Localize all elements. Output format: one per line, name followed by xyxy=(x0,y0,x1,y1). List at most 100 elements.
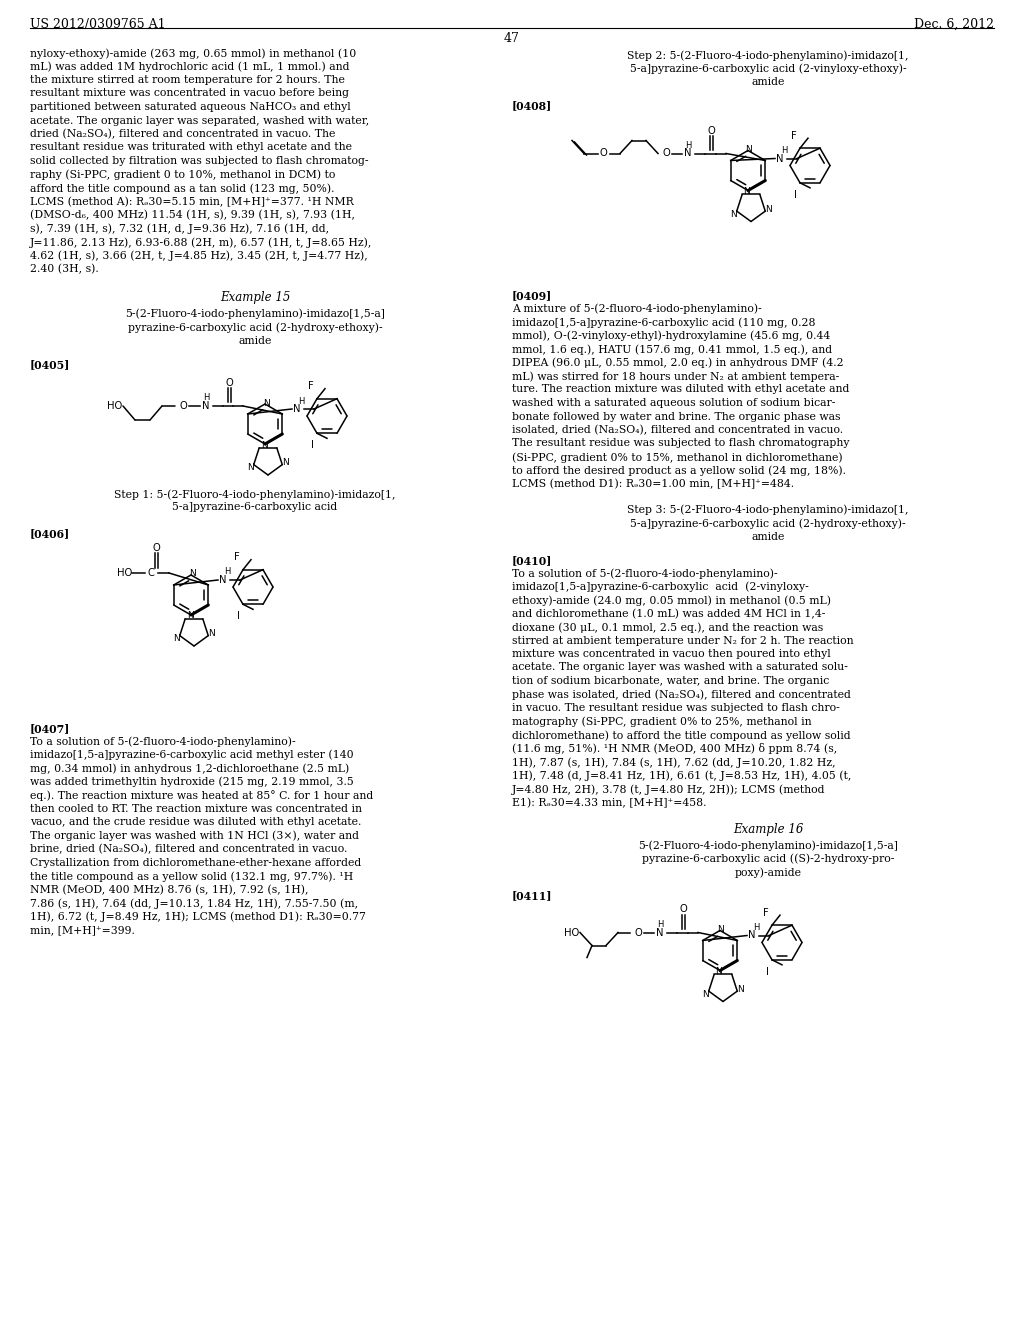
Text: resultant residue was triturated with ethyl acetate and the: resultant residue was triturated with et… xyxy=(30,143,352,153)
Text: pyrazine-6-carboxylic acid (2-hydroxy-ethoxy)-: pyrazine-6-carboxylic acid (2-hydroxy-et… xyxy=(128,322,382,333)
Text: H: H xyxy=(203,393,209,403)
Text: was added trimethyltin hydroxide (215 mg, 2.19 mmol, 3.5: was added trimethyltin hydroxide (215 mg… xyxy=(30,776,353,787)
Text: [0410]: [0410] xyxy=(512,554,552,566)
Text: H: H xyxy=(298,396,304,405)
Text: [0411]: [0411] xyxy=(512,891,553,902)
Text: N: N xyxy=(745,145,753,154)
Text: amide: amide xyxy=(239,335,271,346)
Text: I: I xyxy=(794,190,797,199)
Text: H: H xyxy=(685,141,691,150)
Text: To a solution of 5-(2-fluoro-4-iodo-phenylamino)-: To a solution of 5-(2-fluoro-4-iodo-phen… xyxy=(512,568,777,578)
Text: H: H xyxy=(656,920,664,929)
Text: HO: HO xyxy=(564,928,580,937)
Text: to afford the desired product as a yellow solid (24 mg, 18%).: to afford the desired product as a yello… xyxy=(512,466,846,477)
Text: N: N xyxy=(173,634,180,643)
Text: the mixture stirred at room temperature for 2 hours. The: the mixture stirred at room temperature … xyxy=(30,75,345,84)
Text: F: F xyxy=(234,552,240,562)
Text: The resultant residue was subjected to flash chromatography: The resultant residue was subjected to f… xyxy=(512,438,850,449)
Text: The organic layer was washed with 1N HCl (3×), water and: The organic layer was washed with 1N HCl… xyxy=(30,830,359,841)
Text: vacuo, and the crude residue was diluted with ethyl acetate.: vacuo, and the crude residue was diluted… xyxy=(30,817,361,828)
Text: (DMSO-d₆, 400 MHz) 11.54 (1H, s), 9.39 (1H, s), 7.93 (1H,: (DMSO-d₆, 400 MHz) 11.54 (1H, s), 9.39 (… xyxy=(30,210,355,220)
Text: N: N xyxy=(702,990,709,999)
Text: DIPEA (96.0 μL, 0.55 mmol, 2.0 eq.) in anhydrous DMF (4.2: DIPEA (96.0 μL, 0.55 mmol, 2.0 eq.) in a… xyxy=(512,358,844,368)
Text: F: F xyxy=(308,381,314,391)
Text: N: N xyxy=(749,931,756,940)
Text: imidazo[1,5-a]pyrazine-6-carboxylic  acid  (2-vinyloxy-: imidazo[1,5-a]pyrazine-6-carboxylic acid… xyxy=(512,582,809,593)
Text: H: H xyxy=(781,147,787,154)
Text: ethoxy)-amide (24.0 mg, 0.05 mmol) in methanol (0.5 mL): ethoxy)-amide (24.0 mg, 0.05 mmol) in me… xyxy=(512,595,831,606)
Text: acetate. The organic layer was separated, washed with water,: acetate. The organic layer was separated… xyxy=(30,116,370,125)
Text: J=4.80 Hz, 2H), 3.78 (t, J=4.80 Hz, 2H)); LCMS (method: J=4.80 Hz, 2H), 3.78 (t, J=4.80 Hz, 2H))… xyxy=(512,784,825,795)
Text: poxy)-amide: poxy)-amide xyxy=(734,867,802,878)
Text: in vacuo. The resultant residue was subjected to flash chro-: in vacuo. The resultant residue was subj… xyxy=(512,704,840,713)
Text: 5-a]pyrazine-6-carboxylic acid (2-hydroxy-ethoxy)-: 5-a]pyrazine-6-carboxylic acid (2-hydrox… xyxy=(630,517,906,528)
Text: dichloromethane) to afford the title compound as yellow solid: dichloromethane) to afford the title com… xyxy=(512,730,851,741)
Text: mmol), O-(2-vinyloxy-ethyl)-hydroxylamine (45.6 mg, 0.44: mmol), O-(2-vinyloxy-ethyl)-hydroxylamin… xyxy=(512,330,830,341)
Text: Example 16: Example 16 xyxy=(733,822,803,836)
Text: 5-(2-Fluoro-4-iodo-phenylamino)-imidazo[1,5-a]: 5-(2-Fluoro-4-iodo-phenylamino)-imidazo[… xyxy=(638,840,898,850)
Text: min, [M+H]⁺=399.: min, [M+H]⁺=399. xyxy=(30,925,135,935)
Text: J=11.86, 2.13 Hz), 6.93-6.88 (2H, m), 6.57 (1H, t, J=8.65 Hz),: J=11.86, 2.13 Hz), 6.93-6.88 (2H, m), 6.… xyxy=(30,238,373,248)
Text: O: O xyxy=(634,928,642,937)
Text: N: N xyxy=(188,569,196,578)
Text: and dichloromethane (1.0 mL) was added 4M HCl in 1,4-: and dichloromethane (1.0 mL) was added 4… xyxy=(512,609,825,619)
Text: N: N xyxy=(656,928,664,937)
Text: [0408]: [0408] xyxy=(512,100,552,111)
Text: US 2012/0309765 A1: US 2012/0309765 A1 xyxy=(30,18,166,30)
Text: LCMS (method D1): Rₔ30=1.00 min, [M+H]⁺=484.: LCMS (method D1): Rₔ30=1.00 min, [M+H]⁺=… xyxy=(512,479,795,490)
Text: mL) was added 1M hydrochloric acid (1 mL, 1 mmol.) and: mL) was added 1M hydrochloric acid (1 mL… xyxy=(30,62,349,73)
Text: brine, dried (Na₂SO₄), filtered and concentrated in vacuo.: brine, dried (Na₂SO₄), filtered and conc… xyxy=(30,843,347,854)
Text: E1): Rₔ30=4.33 min, [M+H]⁺=458.: E1): Rₔ30=4.33 min, [M+H]⁺=458. xyxy=(512,797,707,808)
Text: nyloxy-ethoxy)-amide (263 mg, 0.65 mmol) in methanol (10: nyloxy-ethoxy)-amide (263 mg, 0.65 mmol)… xyxy=(30,48,356,58)
Text: Crystallization from dichloromethane-ether-hexane afforded: Crystallization from dichloromethane-eth… xyxy=(30,858,361,867)
Text: F: F xyxy=(792,131,797,141)
Text: N: N xyxy=(730,210,737,219)
Text: N: N xyxy=(737,985,743,994)
Text: amide: amide xyxy=(752,532,784,541)
Text: N: N xyxy=(293,404,301,414)
Text: O: O xyxy=(153,543,160,553)
Text: O: O xyxy=(225,378,232,388)
Text: imidazo[1,5-a]pyrazine-6-carboxylic acid (110 mg, 0.28: imidazo[1,5-a]pyrazine-6-carboxylic acid… xyxy=(512,317,815,327)
Text: 1H), 7.48 (d, J=8.41 Hz, 1H), 6.61 (t, J=8.53 Hz, 1H), 4.05 (t,: 1H), 7.48 (d, J=8.41 Hz, 1H), 6.61 (t, J… xyxy=(512,771,851,781)
Text: O: O xyxy=(663,149,670,158)
Text: mixture was concentrated in vacuo then poured into ethyl: mixture was concentrated in vacuo then p… xyxy=(512,649,830,659)
Text: dioxane (30 μL, 0.1 mmol, 2.5 eq.), and the reaction was: dioxane (30 μL, 0.1 mmol, 2.5 eq.), and … xyxy=(512,622,823,632)
Text: C: C xyxy=(147,568,155,578)
Text: N: N xyxy=(716,968,722,975)
Text: [0406]: [0406] xyxy=(30,528,71,539)
Text: isolated, dried (Na₂SO₄), filtered and concentrated in vacuo.: isolated, dried (Na₂SO₄), filtered and c… xyxy=(512,425,843,436)
Text: 1H), 7.87 (s, 1H), 7.84 (s, 1H), 7.62 (dd, J=10.20, 1.82 Hz,: 1H), 7.87 (s, 1H), 7.84 (s, 1H), 7.62 (d… xyxy=(512,756,836,767)
Text: N: N xyxy=(248,463,254,473)
Text: tion of sodium bicarbonate, water, and brine. The organic: tion of sodium bicarbonate, water, and b… xyxy=(512,676,829,686)
Text: N: N xyxy=(776,153,783,164)
Text: resultant mixture was concentrated in vacuo before being: resultant mixture was concentrated in va… xyxy=(30,88,349,99)
Text: N: N xyxy=(261,441,267,450)
Text: matography (Si-PPC, gradient 0% to 25%, methanol in: matography (Si-PPC, gradient 0% to 25%, … xyxy=(512,717,812,727)
Text: O: O xyxy=(179,401,186,411)
Text: (11.6 mg, 51%). ¹H NMR (MeOD, 400 MHz) δ ppm 8.74 (s,: (11.6 mg, 51%). ¹H NMR (MeOD, 400 MHz) δ… xyxy=(512,743,838,755)
Text: imidazo[1,5-a]pyrazine-6-carboxylic acid methyl ester (140: imidazo[1,5-a]pyrazine-6-carboxylic acid… xyxy=(30,750,353,760)
Text: ture. The reaction mixture was diluted with ethyl acetate and: ture. The reaction mixture was diluted w… xyxy=(512,384,849,395)
Text: phase was isolated, dried (Na₂SO₄), filtered and concentrated: phase was isolated, dried (Na₂SO₄), filt… xyxy=(512,689,851,700)
Text: raphy (Si-PPC, gradient 0 to 10%, methanol in DCM) to: raphy (Si-PPC, gradient 0 to 10%, methan… xyxy=(30,169,336,180)
Text: 5-a]pyrazine-6-carboxylic acid: 5-a]pyrazine-6-carboxylic acid xyxy=(172,503,338,512)
Text: 47: 47 xyxy=(504,32,520,45)
Text: 7.86 (s, 1H), 7.64 (dd, J=10.13, 1.84 Hz, 1H), 7.55-7.50 (m,: 7.86 (s, 1H), 7.64 (dd, J=10.13, 1.84 Hz… xyxy=(30,898,358,908)
Text: 5-a]pyrazine-6-carboxylic acid (2-vinyloxy-ethoxy)-: 5-a]pyrazine-6-carboxylic acid (2-vinylo… xyxy=(630,63,906,74)
Text: N: N xyxy=(743,187,751,195)
Text: N: N xyxy=(282,458,289,467)
Text: 1H), 6.72 (t, J=8.49 Hz, 1H); LCMS (method D1): Rₔ30=0.77: 1H), 6.72 (t, J=8.49 Hz, 1H); LCMS (meth… xyxy=(30,912,366,923)
Text: N: N xyxy=(219,576,226,585)
Text: N: N xyxy=(765,205,772,214)
Text: washed with a saturated aqueous solution of sodium bicar-: washed with a saturated aqueous solution… xyxy=(512,399,836,408)
Text: To a solution of 5-(2-fluoro-4-iodo-phenylamino)-: To a solution of 5-(2-fluoro-4-iodo-phen… xyxy=(30,737,296,747)
Text: N: N xyxy=(684,149,692,158)
Text: Step 1: 5-(2-Fluoro-4-iodo-phenylamino)-imidazo[1,: Step 1: 5-(2-Fluoro-4-iodo-phenylamino)-… xyxy=(115,488,395,499)
Text: mL) was stirred for 18 hours under N₂ at ambient tempera-: mL) was stirred for 18 hours under N₂ at… xyxy=(512,371,840,381)
Text: 4.62 (1H, s), 3.66 (2H, t, J=4.85 Hz), 3.45 (2H, t, J=4.77 Hz),: 4.62 (1H, s), 3.66 (2H, t, J=4.85 Hz), 3… xyxy=(30,251,368,261)
Text: [0407]: [0407] xyxy=(30,723,71,734)
Text: [0409]: [0409] xyxy=(512,290,552,301)
Text: Example 15: Example 15 xyxy=(220,292,290,305)
Text: afford the title compound as a tan solid (123 mg, 50%).: afford the title compound as a tan solid… xyxy=(30,183,335,194)
